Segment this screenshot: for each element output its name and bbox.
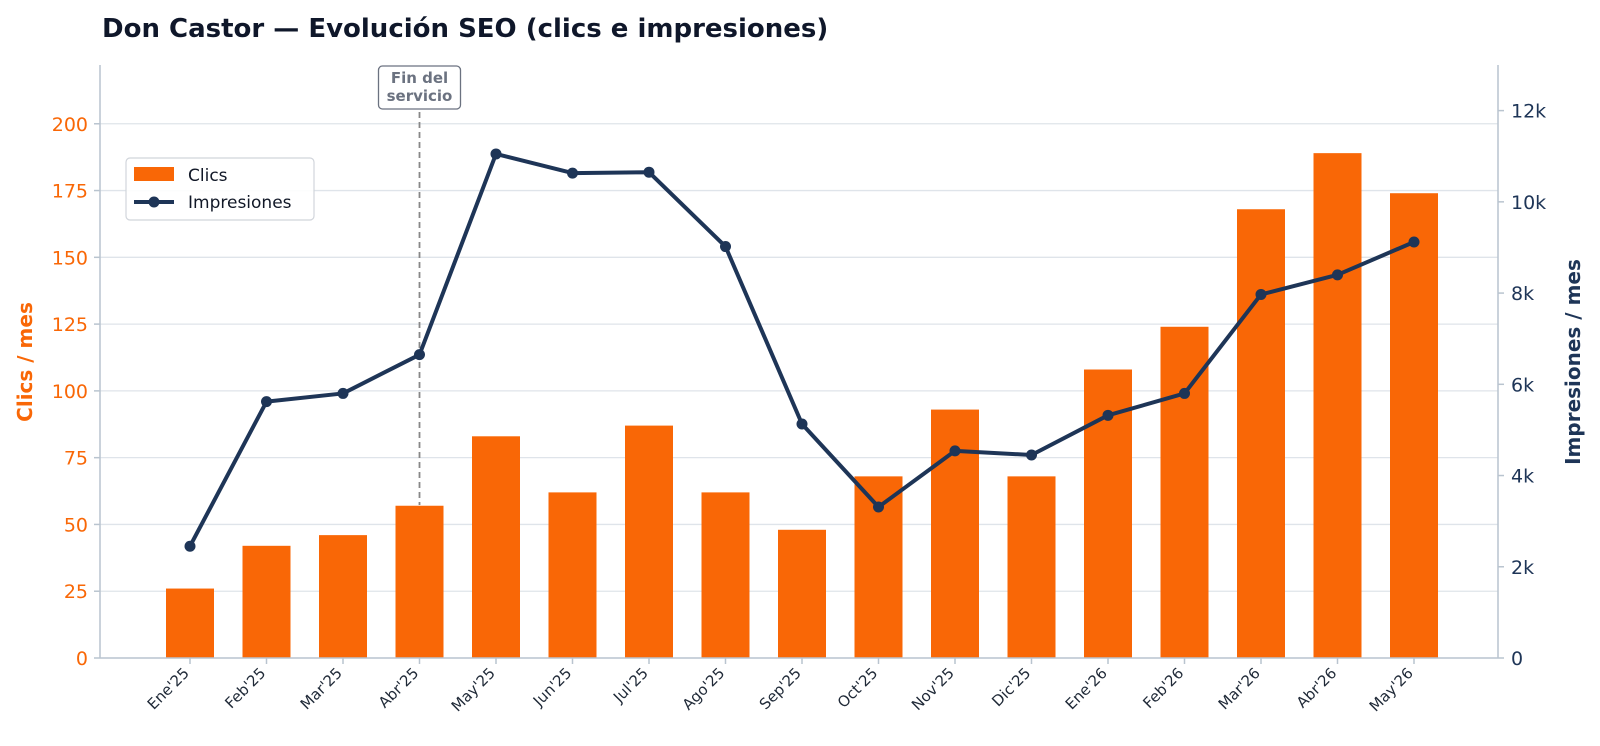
y-tick-label: 200: [52, 114, 88, 136]
annotation-text: servicio: [387, 87, 453, 105]
point-impresiones: [643, 166, 655, 178]
x-tick-label: Dic'25: [988, 664, 1034, 710]
point-impresiones: [184, 540, 196, 552]
y2-tick-label: 10k: [1511, 192, 1546, 214]
bar-clics: [1390, 193, 1438, 658]
x-tick-label: Feb'25: [221, 664, 269, 712]
x-tick-label: Mar'25: [297, 664, 346, 713]
point-impresiones: [414, 349, 425, 361]
point-impresiones: [1332, 269, 1343, 281]
bar-series-clics: [166, 153, 1438, 659]
grid: [100, 123, 1498, 592]
point-impresiones: [337, 387, 349, 399]
legend-marker-impresiones: [148, 196, 160, 208]
point-impresiones: [261, 396, 272, 408]
point-impresiones: [490, 148, 502, 160]
y-axis-label: Clics / mes: [13, 302, 37, 422]
y2-tick-label: 12k: [1511, 101, 1546, 123]
y2-axis-label: Impresiones / mes: [1561, 259, 1585, 465]
y-tick-label: 0: [76, 648, 88, 670]
bar-clics: [1237, 209, 1285, 659]
y2-tick-label: 0: [1511, 648, 1523, 670]
y2-tick-label: 4k: [1511, 466, 1534, 488]
y-tick-label: 25: [64, 581, 88, 603]
point-impresiones: [1102, 409, 1114, 421]
x-tick-label: May'26: [1366, 664, 1417, 715]
bar-clics: [472, 436, 520, 658]
y-tick-label: 75: [64, 448, 88, 470]
point-impresiones: [1408, 236, 1420, 248]
x-tick-label: Nov'25: [908, 664, 958, 714]
point-impresiones: [1255, 288, 1267, 300]
x-tick-label: Ene'25: [144, 664, 193, 713]
bar-clics: [548, 492, 597, 658]
y-tick-label: 125: [52, 314, 88, 336]
point-impresiones: [1026, 449, 1037, 461]
y-tick-label: 150: [52, 247, 88, 269]
x-tick-label: Feb'26: [1139, 664, 1187, 712]
x-tick-label: Mar'26: [1215, 664, 1264, 713]
point-impresiones: [1179, 387, 1190, 399]
x-tick-label: May'25: [448, 664, 499, 715]
legend-swatch-clics: [134, 167, 174, 181]
x-tick-label: Ago'25: [679, 664, 729, 714]
line-impresiones: [188, 151, 1416, 549]
point-impresiones: [873, 501, 884, 513]
line-series-impresiones: [184, 148, 1420, 552]
bar-clics: [1160, 326, 1209, 658]
y2-tick-label: 8k: [1511, 283, 1534, 305]
annotation-text: Fin del: [391, 69, 448, 87]
bar-clics: [319, 535, 367, 658]
x-tick-label: Ene'26: [1062, 664, 1111, 713]
y-tick-label: 100: [52, 381, 88, 403]
x-tick-label: Sep'25: [756, 664, 805, 713]
bar-clics: [242, 545, 291, 658]
x-tick-label: Oct'25: [834, 664, 881, 711]
y2-tick-label: 6k: [1511, 374, 1534, 396]
point-impresiones: [949, 445, 961, 457]
y-tick-label: 175: [52, 181, 88, 203]
y-tick-label: 50: [64, 514, 88, 536]
point-impresiones: [796, 418, 808, 430]
bar-clics: [1007, 476, 1056, 658]
bar-clics: [625, 425, 673, 658]
point-impresiones: [567, 167, 578, 179]
annotation-box: [377, 65, 462, 110]
bar-clics: [166, 588, 214, 658]
point-impresiones: [720, 241, 731, 253]
legend-label-clics: Clics: [188, 166, 228, 186]
bar-clics: [778, 529, 826, 658]
x-tick-label: Abr'26: [1293, 664, 1340, 711]
bar-clics: [1313, 153, 1362, 658]
y2-tick-label: 2k: [1511, 557, 1534, 579]
x-tick-label: Jul'25: [609, 664, 652, 707]
legend-label-impresiones: Impresiones: [188, 193, 292, 213]
chart-title: Don Castor — Evolución SEO (clics e impr…: [102, 14, 828, 44]
bar-clics: [701, 492, 750, 658]
legend: Clics Impresiones: [125, 157, 315, 221]
x-tick-label: Jun'25: [529, 664, 575, 710]
x-tick-label: Abr'25: [375, 664, 422, 711]
bar-clics: [395, 505, 444, 658]
